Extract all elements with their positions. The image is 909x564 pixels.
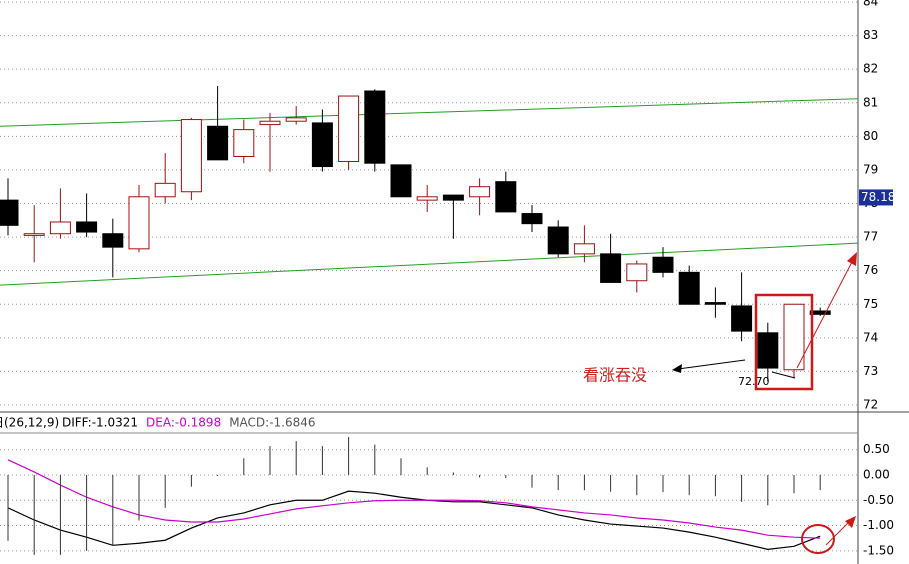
y-tick-label: 81	[863, 95, 878, 109]
y-tick-label: -0.50	[863, 493, 894, 507]
candle-body	[495, 181, 517, 213]
trendline	[0, 242, 859, 286]
candle-body	[704, 302, 726, 305]
candle-body	[757, 332, 779, 369]
marker-line	[771, 371, 796, 379]
low-label: 72.70	[738, 375, 770, 388]
candle-body	[469, 186, 491, 198]
panel-title: 日(26,12,9)	[0, 416, 59, 430]
candle-body	[285, 117, 307, 122]
last-price-box	[859, 189, 893, 206]
candle-body	[573, 243, 595, 255]
candle-body	[128, 196, 150, 250]
y-tick-label: 73	[863, 364, 878, 378]
macd-line	[7, 490, 821, 550]
candle-body	[547, 226, 569, 255]
arrow	[825, 520, 851, 546]
candle-body	[652, 256, 674, 273]
candle-body	[521, 213, 543, 225]
candle-body	[207, 125, 229, 161]
candle-body	[0, 199, 19, 226]
candle-body	[338, 95, 360, 163]
candle-body	[180, 119, 202, 193]
arrow-head	[847, 252, 857, 266]
candle-body	[102, 233, 124, 248]
arrow-head	[845, 516, 856, 528]
legend-entry: DIFF:-1.0321	[62, 416, 138, 430]
y-tick-label: 0.50	[863, 442, 890, 456]
y-tick-label: 75	[863, 297, 878, 311]
last-price-label: 78.18	[861, 190, 895, 204]
candle-body	[678, 271, 700, 305]
candle-body	[154, 182, 176, 198]
y-tick-label: 80	[863, 129, 878, 143]
candle-body	[783, 303, 805, 371]
candle-body	[49, 221, 71, 235]
candle-body	[442, 194, 464, 201]
y-tick-label: 76	[863, 263, 878, 277]
y-tick-label: 72	[863, 398, 878, 412]
y-tick-label: 0.00	[863, 467, 890, 481]
candle-body	[390, 164, 412, 198]
arrow	[677, 359, 746, 370]
y-tick-label: 77	[863, 230, 878, 244]
highlight-box	[754, 293, 814, 391]
candle-body	[731, 305, 753, 332]
y-tick-label: 79	[863, 162, 878, 176]
candle-body	[626, 263, 648, 282]
candle-body	[259, 120, 281, 126]
y-tick-label: -1.00	[863, 518, 894, 532]
annotation: 看涨吞没	[583, 366, 647, 385]
candle-body	[600, 253, 622, 283]
highlight-circle	[801, 524, 835, 554]
arrow-head	[672, 364, 682, 373]
y-tick-label: 83	[863, 28, 878, 42]
y-tick-label: 82	[863, 62, 878, 76]
y-tick-label: -1.50	[863, 543, 894, 557]
candle-body	[416, 196, 438, 201]
y-tick-label: 84	[863, 0, 878, 9]
arrow	[796, 259, 854, 369]
candle-body	[23, 233, 45, 236]
candle-body	[76, 221, 98, 233]
legend-entry: DEA:-0.1898	[146, 416, 221, 430]
y-tick-label: 74	[863, 330, 878, 344]
candle-body	[233, 129, 255, 157]
candle-body	[364, 90, 386, 164]
legend-entry: MACD:-1.6846	[229, 416, 315, 430]
candle-body	[311, 122, 333, 168]
plot-layer: 7273747576777879808182838478.18-1.50-1.0…	[0, 0, 895, 557]
candle-body	[809, 310, 831, 315]
trendline	[0, 98, 859, 127]
macd-line	[7, 459, 821, 539]
